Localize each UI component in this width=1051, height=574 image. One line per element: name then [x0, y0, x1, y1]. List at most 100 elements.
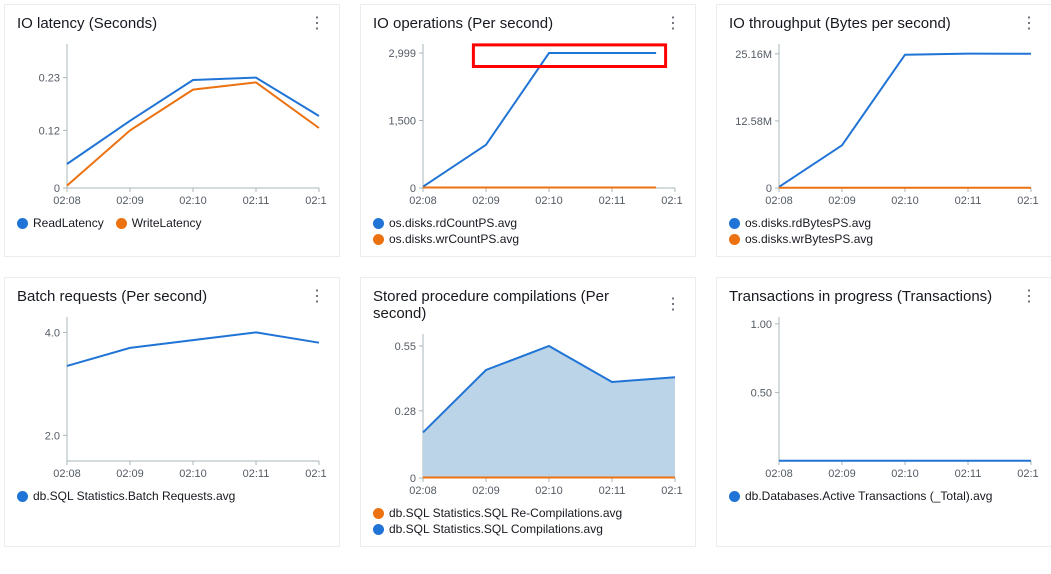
xtick-label: 02:12	[661, 195, 683, 207]
ytick-label: 0.23	[39, 73, 60, 85]
xtick-label: 02:11	[955, 195, 982, 207]
xtick-label: 02:10	[179, 195, 207, 207]
ytick-label: 0	[54, 183, 60, 195]
legend-item[interactable]: db.SQL Statistics.Batch Requests.avg	[17, 489, 235, 503]
legend-swatch	[373, 218, 384, 229]
xtick-label: 02:10	[535, 195, 563, 207]
ytick-label: 0.12	[39, 125, 60, 137]
xtick-label: 02:08	[53, 195, 81, 207]
panel-title: IO operations (Per second)	[373, 15, 553, 32]
legend-swatch	[729, 234, 740, 245]
legend-row: os.disks.wrBytesPS.avg	[729, 232, 1039, 246]
xtick-label: 02:08	[765, 468, 793, 480]
legend-item[interactable]: os.disks.rdCountPS.avg	[373, 216, 517, 230]
series-area	[423, 346, 675, 478]
xtick-label: 02:11	[243, 195, 270, 207]
legend-item[interactable]: db.Databases.Active Transactions (_Total…	[729, 489, 992, 503]
legend-swatch	[373, 508, 384, 519]
xtick-label: 02:10	[535, 485, 563, 497]
panel-batch-requests: Batch requests (Per second) ⋮ 2.0 4.0 02:0…	[4, 277, 340, 547]
ytick-label: 2.0	[45, 430, 60, 442]
ytick-label: 12.58M	[735, 116, 772, 128]
panel-header: Batch requests (Per second) ⋮	[17, 288, 327, 305]
ytick-label: 0.50	[751, 387, 772, 399]
legend-item[interactable]: os.disks.rdBytesPS.avg	[729, 216, 871, 230]
xtick-label: 02:10	[891, 468, 919, 480]
xtick-label: 02:09	[828, 195, 856, 207]
xtick-label: 02:08	[409, 485, 437, 497]
legend-label: os.disks.rdCountPS.avg	[389, 216, 517, 230]
kebab-menu-icon[interactable]: ⋮	[663, 297, 683, 313]
panel-title: IO throughput (Bytes per second)	[729, 15, 951, 32]
xtick-label: 02:12	[305, 468, 327, 480]
xtick-label: 02:11	[599, 485, 626, 497]
legend-item[interactable]: db.SQL Statistics.SQL Compilations.avg	[373, 522, 603, 536]
panel-title: Transactions in progress (Transactions)	[729, 288, 992, 305]
chart: 00.280.5502:0802:0902:1002:1102:12	[373, 330, 683, 500]
ytick-label: 0	[410, 183, 416, 195]
ytick-label: 2,999	[388, 48, 416, 60]
ytick-label: 0	[766, 183, 772, 195]
legend-item[interactable]: os.disks.wrBytesPS.avg	[729, 232, 873, 246]
kebab-menu-icon[interactable]: ⋮	[1019, 289, 1039, 305]
series-line	[67, 82, 319, 185]
kebab-menu-icon[interactable]: ⋮	[307, 16, 327, 32]
panel-header: Transactions in progress (Transactions) …	[729, 288, 1039, 305]
legend-label: db.Databases.Active Transactions (_Total…	[745, 489, 992, 503]
xtick-label: 02:09	[472, 195, 500, 207]
legend: ReadLatency WriteLatency	[17, 216, 327, 230]
panel-header: Stored procedure compilations (Per secon…	[373, 288, 683, 322]
highlight-box	[473, 45, 665, 67]
ytick-label: 0.55	[395, 341, 416, 353]
chart: 0.501.0002:0802:0902:1002:1102:12	[729, 313, 1039, 483]
panel-title: Stored procedure compilations (Per secon…	[373, 288, 663, 322]
xtick-label: 02:08	[53, 468, 81, 480]
xtick-label: 02:12	[1017, 468, 1039, 480]
ytick-label: 0.28	[395, 406, 416, 418]
xtick-label: 02:08	[765, 195, 793, 207]
legend-label: os.disks.wrBytesPS.avg	[745, 232, 873, 246]
legend-label: os.disks.rdBytesPS.avg	[745, 216, 871, 230]
xtick-label: 02:09	[116, 468, 144, 480]
xtick-label: 02:10	[179, 468, 207, 480]
series-line	[779, 54, 1031, 187]
xtick-label: 02:09	[828, 468, 856, 480]
kebab-menu-icon[interactable]: ⋮	[307, 289, 327, 305]
legend-swatch	[373, 234, 384, 245]
legend-row: os.disks.rdCountPS.avg	[373, 216, 683, 230]
panel-transactions: Transactions in progress (Transactions) …	[716, 277, 1051, 547]
legend-item[interactable]: db.SQL Statistics.SQL Re-Compilations.av…	[373, 506, 622, 520]
legend-swatch	[729, 491, 740, 502]
legend-row: db.SQL Statistics.SQL Compilations.avg	[373, 522, 683, 536]
xtick-label: 02:11	[599, 195, 626, 207]
xtick-label: 02:09	[472, 485, 500, 497]
xtick-label: 02:11	[243, 468, 270, 480]
panel-stored-proc: Stored procedure compilations (Per secon…	[360, 277, 696, 547]
legend-row: db.SQL Statistics.Batch Requests.avg	[17, 489, 327, 503]
legend-row: db.Databases.Active Transactions (_Total…	[729, 489, 1039, 503]
series-line	[423, 53, 656, 187]
ytick-label: 4.0	[45, 327, 60, 339]
legend-label: db.SQL Statistics.Batch Requests.avg	[33, 489, 235, 503]
legend-swatch	[17, 491, 28, 502]
legend-item[interactable]: os.disks.wrCountPS.avg	[373, 232, 519, 246]
ytick-label: 0	[410, 473, 416, 485]
xtick-label: 02:10	[891, 195, 919, 207]
legend-label: WriteLatency	[132, 216, 202, 230]
legend-swatch	[17, 218, 28, 229]
ytick-label: 25.16M	[735, 49, 772, 61]
panel-io-operations: IO operations (Per second) ⋮ 01,5002,999…	[360, 4, 696, 257]
xtick-label: 02:09	[116, 195, 144, 207]
xtick-label: 02:12	[1017, 195, 1039, 207]
panel-title: IO latency (Seconds)	[17, 15, 157, 32]
legend-item[interactable]: ReadLatency	[17, 216, 104, 230]
legend: os.disks.rdBytesPS.avg os.disks.wrBytesPS…	[729, 216, 1039, 246]
legend-item[interactable]: WriteLatency	[116, 216, 202, 230]
panel-header: IO throughput (Bytes per second) ⋮	[729, 15, 1039, 32]
panel-header: IO latency (Seconds) ⋮	[17, 15, 327, 32]
kebab-menu-icon[interactable]: ⋮	[663, 16, 683, 32]
kebab-menu-icon[interactable]: ⋮	[1019, 16, 1039, 32]
legend-label: db.SQL Statistics.SQL Re-Compilations.av…	[389, 506, 622, 520]
legend-swatch	[729, 218, 740, 229]
legend: db.Databases.Active Transactions (_Total…	[729, 489, 1039, 503]
